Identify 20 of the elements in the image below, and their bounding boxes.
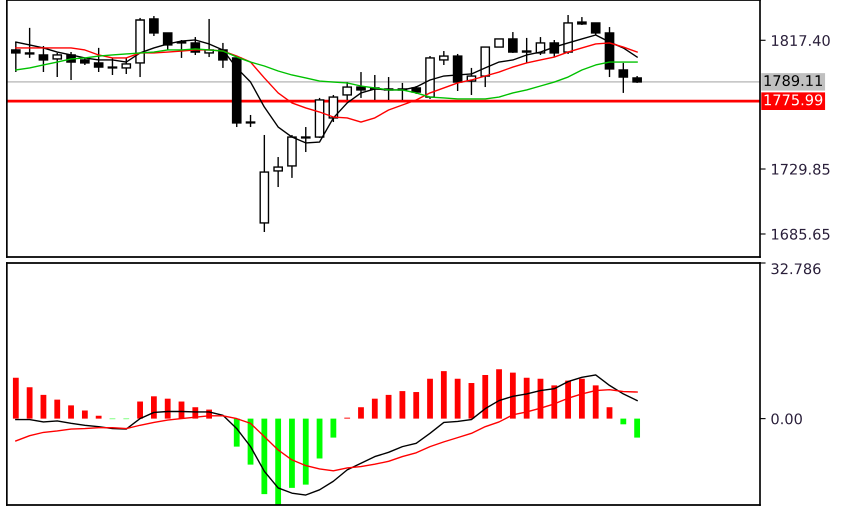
candlestick	[52, 52, 62, 78]
candlestick	[438, 50, 449, 66]
candlestick	[618, 62, 628, 94]
candlestick	[94, 47, 104, 73]
candlestick	[508, 31, 518, 54]
candlestick	[108, 57, 118, 76]
candlestick	[342, 81, 352, 101]
y-tick-label: 1817.40	[772, 35, 830, 46]
candlestick	[356, 71, 366, 99]
y-tick-label: 0.00	[771, 413, 802, 424]
y-tick-label: 32.786	[772, 263, 821, 274]
y-tick-label: 1729.85	[772, 164, 830, 175]
candlestick	[149, 15, 159, 37]
y-tick-label: 1685.65	[772, 228, 830, 240]
candlestick	[246, 114, 256, 128]
ref-line-label: 1775.99	[764, 94, 822, 106]
candlestick	[273, 156, 283, 188]
ref-line-label: 1789.11	[764, 75, 822, 86]
candlestick	[121, 57, 132, 75]
candlestick	[38, 45, 48, 73]
